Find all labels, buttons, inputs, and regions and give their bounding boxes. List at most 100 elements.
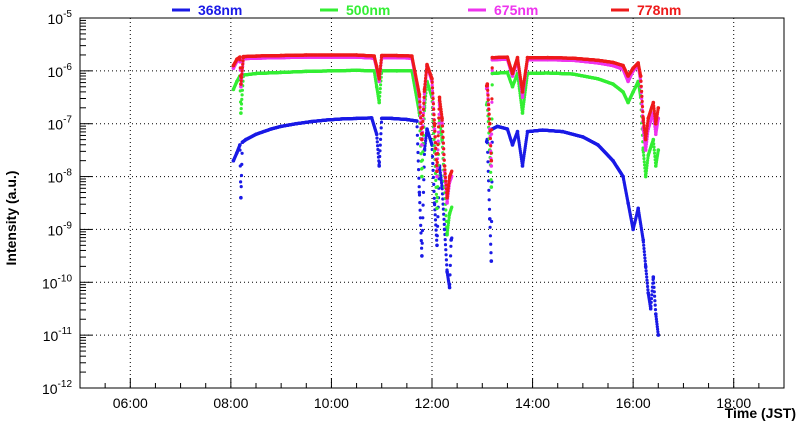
data-point	[515, 129, 520, 134]
data-point	[487, 188, 491, 192]
data-point	[235, 151, 239, 155]
data-point	[239, 102, 244, 106]
data-point	[421, 111, 426, 115]
data-point	[378, 143, 382, 147]
data-point	[626, 79, 630, 84]
data-point	[651, 137, 656, 142]
data-point	[438, 99, 442, 104]
data-point	[444, 248, 448, 252]
data-point	[644, 169, 649, 173]
data-point	[522, 102, 526, 106]
data-point	[489, 170, 493, 174]
data-point	[521, 107, 525, 111]
data-point	[436, 143, 440, 147]
data-point	[431, 175, 435, 179]
data-point	[339, 117, 344, 121]
data-point	[490, 219, 494, 224]
data-point	[324, 118, 329, 122]
data-point	[420, 143, 424, 147]
data-point	[487, 198, 491, 202]
data-point	[433, 218, 438, 222]
data-point	[376, 151, 380, 155]
data-point	[489, 251, 493, 255]
data-point	[422, 178, 426, 182]
data-point	[446, 221, 451, 225]
data-point	[239, 195, 243, 200]
data-point	[505, 70, 510, 75]
data-point	[444, 253, 448, 257]
data-point	[540, 128, 545, 132]
data-point	[240, 66, 244, 70]
y-tick-base: 10	[43, 328, 59, 344]
data-point	[596, 77, 600, 81]
data-point	[643, 256, 647, 260]
data-point	[421, 107, 426, 111]
x-tick-label: 12:00	[414, 395, 449, 411]
data-point	[422, 152, 426, 156]
data-point	[646, 288, 650, 292]
data-point	[279, 70, 283, 75]
data-point	[241, 62, 245, 66]
data-point	[649, 297, 654, 301]
data-point	[488, 225, 492, 229]
x-tick-label: 08:00	[213, 395, 248, 411]
data-point	[652, 142, 656, 146]
data-point	[422, 105, 426, 109]
data-point	[445, 263, 449, 267]
data-point	[425, 127, 429, 131]
data-point	[436, 139, 440, 143]
data-point	[486, 93, 490, 97]
data-point	[424, 70, 428, 75]
data-point	[652, 281, 656, 285]
data-point	[510, 84, 515, 89]
data-point	[436, 134, 440, 138]
data-point	[240, 97, 244, 101]
data-point	[442, 147, 446, 151]
data-point	[487, 117, 492, 121]
data-point	[636, 206, 640, 211]
data-point	[442, 217, 446, 221]
data-point	[231, 87, 236, 92]
data-point	[442, 158, 446, 162]
data-point	[489, 259, 494, 263]
data-point	[433, 129, 437, 133]
data-point	[244, 137, 248, 142]
data-point	[433, 213, 437, 217]
data-point	[439, 110, 443, 114]
data-point	[254, 132, 258, 137]
data-point	[442, 153, 446, 157]
data-point	[519, 101, 523, 105]
data-point	[417, 168, 421, 172]
data-point	[377, 79, 382, 84]
data-point	[439, 176, 443, 180]
data-point	[521, 105, 525, 109]
data-point	[419, 223, 423, 227]
data-point	[434, 158, 438, 162]
data-point	[239, 75, 244, 80]
data-point	[649, 300, 653, 304]
data-point	[439, 173, 443, 177]
data-point	[416, 142, 420, 146]
data-point	[520, 95, 525, 100]
data-point	[422, 98, 426, 103]
data-point	[235, 79, 239, 84]
data-point	[643, 163, 647, 167]
data-point	[441, 197, 445, 201]
data-point	[645, 281, 649, 285]
data-point	[438, 168, 442, 172]
data-point	[379, 58, 383, 62]
data-point	[447, 179, 451, 183]
data-point	[487, 207, 492, 211]
data-point	[419, 239, 423, 243]
data-point	[435, 206, 439, 211]
data-point	[417, 190, 422, 195]
data-point	[436, 224, 440, 228]
data-point	[621, 174, 625, 179]
data-point	[435, 238, 439, 242]
data-point	[650, 293, 654, 297]
data-point	[436, 215, 440, 219]
data-point	[379, 126, 383, 130]
data-point	[445, 232, 449, 237]
data-point	[520, 111, 525, 115]
